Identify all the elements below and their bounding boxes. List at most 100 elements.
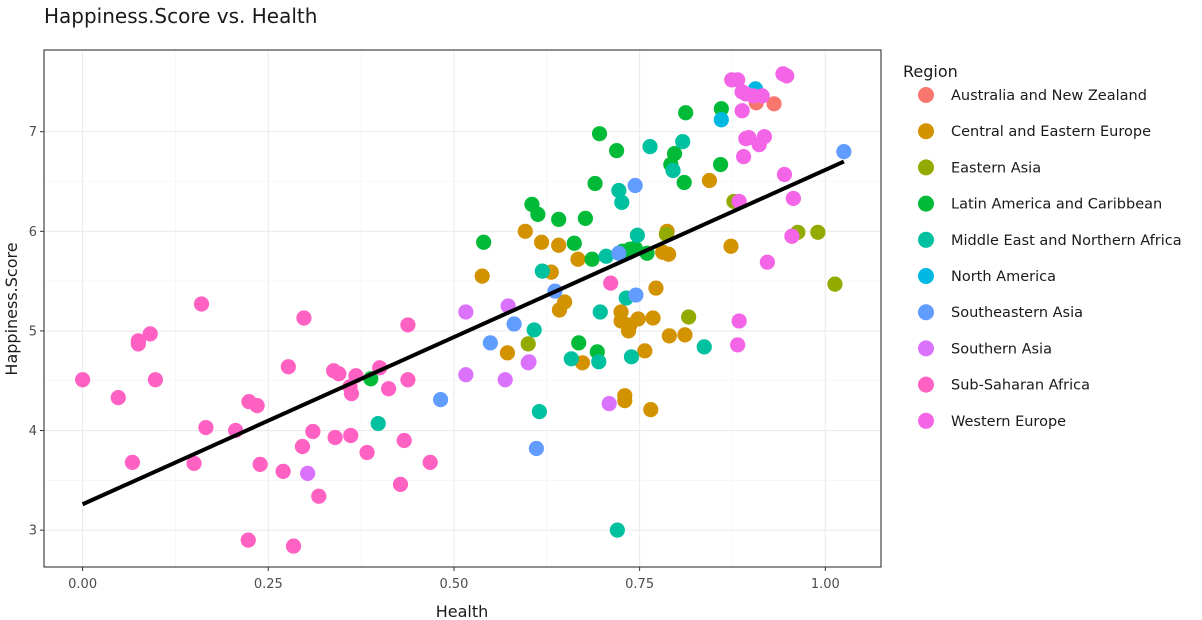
data-point	[482, 335, 498, 351]
data-point	[370, 415, 386, 432]
data-point	[359, 444, 375, 461]
x-tick-label: 0.00	[68, 577, 97, 592]
data-point	[577, 210, 594, 226]
data-point	[810, 224, 826, 240]
data-point	[571, 335, 587, 351]
trend-line	[81, 159, 845, 507]
data-point	[285, 538, 302, 554]
data-point	[731, 313, 747, 329]
data-point	[343, 427, 359, 444]
data-point	[776, 166, 793, 183]
plot-panel: 0.00 0.25 0.50 0.75 1.00 3 4 5 6 7	[29, 49, 882, 592]
y-tick-label: 4	[29, 424, 37, 439]
data-point	[275, 463, 291, 479]
data-point	[603, 275, 619, 291]
data-point	[734, 103, 750, 119]
data-point	[142, 326, 158, 342]
x-tick-label: 0.50	[439, 577, 468, 592]
data-point	[611, 182, 627, 199]
legend-key	[918, 340, 934, 357]
data-point	[759, 254, 775, 270]
data-point	[766, 96, 782, 112]
data-point	[198, 419, 214, 436]
data-point	[193, 296, 210, 312]
data-point	[497, 372, 513, 388]
data-point	[520, 336, 536, 352]
data-point	[677, 327, 693, 343]
data-point	[520, 355, 536, 371]
data-point	[252, 456, 268, 472]
data-point	[130, 336, 146, 352]
data-point	[305, 423, 321, 440]
legend-label: Eastern Asia	[951, 160, 1041, 176]
data-point	[533, 234, 550, 250]
data-point	[381, 381, 397, 397]
data-point	[563, 351, 579, 367]
data-point	[400, 317, 416, 333]
data-point	[396, 432, 412, 449]
data-point	[506, 316, 522, 332]
legend-key	[918, 304, 934, 321]
legend-key	[918, 159, 934, 176]
data-point	[591, 126, 608, 142]
data-point	[432, 392, 449, 408]
data-point	[124, 454, 140, 471]
data-point	[678, 105, 694, 121]
data-point	[756, 129, 772, 145]
data-point	[400, 372, 416, 388]
data-point	[528, 440, 544, 457]
data-point	[327, 429, 343, 446]
data-point	[526, 322, 542, 338]
data-point	[614, 194, 630, 211]
data-point	[422, 454, 438, 471]
chart-title: Happiness.Score vs. Health	[44, 4, 317, 28]
data-point	[736, 148, 752, 165]
data-point	[517, 223, 533, 239]
data-point	[609, 143, 625, 159]
plot-border	[43, 49, 882, 568]
data-point	[617, 393, 633, 409]
legend-label: Middle East and Northern Africa	[951, 233, 1182, 249]
legend-key	[918, 87, 934, 103]
y-tick-label: 5	[29, 324, 37, 339]
data-point	[551, 302, 568, 318]
data-point	[530, 206, 546, 222]
data-point	[294, 438, 311, 455]
data-point	[601, 396, 617, 412]
data-point	[681, 309, 697, 325]
y-tick-label: 6	[29, 225, 37, 240]
data-point	[623, 349, 640, 365]
data-point	[186, 455, 202, 472]
data-point	[570, 251, 586, 267]
data-point	[531, 404, 547, 420]
x-tick-label: 1.00	[811, 577, 840, 592]
data-point	[637, 343, 653, 359]
data-point	[675, 134, 691, 150]
data-point	[280, 359, 296, 375]
data-point	[648, 280, 664, 296]
legend-label: North America	[951, 269, 1056, 285]
data-point	[665, 162, 681, 179]
data-point	[784, 228, 800, 244]
data-point	[754, 88, 770, 104]
data-point	[730, 72, 746, 88]
data-point	[645, 310, 661, 326]
y-tick-label: 7	[29, 125, 37, 140]
legend-label: Western Europe	[951, 414, 1066, 430]
legend-key	[918, 231, 934, 248]
data-point	[331, 366, 347, 382]
data-point	[499, 345, 516, 361]
data-point	[642, 139, 658, 155]
data-point	[723, 238, 739, 254]
data-point	[785, 190, 801, 207]
y-axis-title: Happiness.Score	[2, 242, 21, 375]
x-tick-label: 0.75	[625, 577, 654, 592]
data-point	[110, 390, 126, 406]
data-point	[147, 372, 164, 388]
data-point	[827, 276, 843, 292]
legend-key	[918, 412, 934, 429]
data-point	[392, 476, 409, 492]
data-point	[311, 488, 327, 504]
data-point	[730, 337, 746, 353]
